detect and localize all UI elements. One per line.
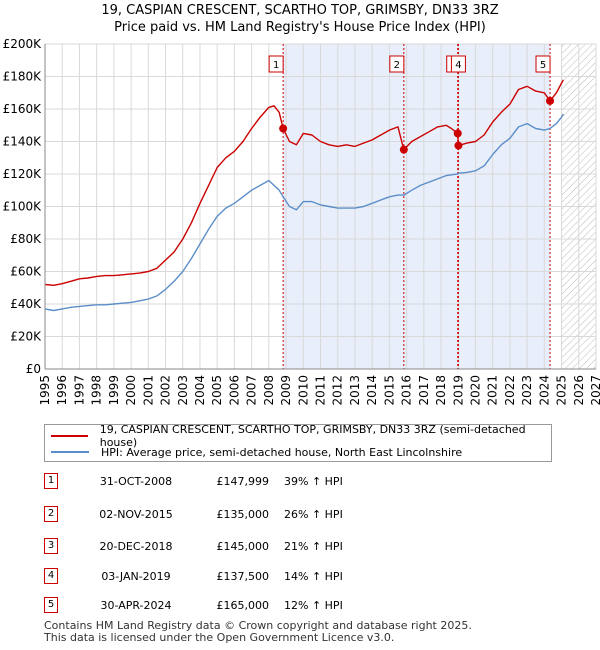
sale-label-number: 5 [540, 60, 546, 71]
x-tick-label: 2006 [227, 375, 241, 406]
x-tick-label: 2009 [279, 375, 293, 406]
x-tick-label: 2017 [417, 375, 431, 406]
sale-hpi-diff: 39% ↑ HPI [284, 475, 343, 488]
sale-date: 03-JAN-2019 [101, 570, 171, 583]
sale-label-box [389, 55, 405, 73]
x-tick-label: 2027 [589, 375, 600, 406]
y-tick-label: £120K [3, 167, 43, 181]
x-tick-label: 2002 [159, 375, 173, 406]
x-tick-label: 1995 [38, 375, 52, 406]
y-tick-label: £100K [3, 200, 43, 214]
sale-hpi-diff: 26% ↑ HPI [284, 508, 343, 521]
sale-label-box [268, 55, 284, 73]
sale-point [279, 124, 288, 133]
chart-title: 19, CASPIAN CRESCENT, SCARTHO TOP, GRIMS… [101, 3, 499, 18]
table-row: 2 02-NOV-2015 £135,000 26% ↑ HPI [44, 506, 564, 524]
x-tick-label: 2024 [537, 375, 551, 406]
y-tick-label: £140K [3, 135, 43, 149]
sale-label-box [450, 55, 466, 73]
sale-label-number: 1 [273, 60, 279, 71]
x-tick-label: 2014 [365, 375, 379, 406]
sale-date: 20-DEC-2018 [99, 540, 173, 553]
price-chart: 12345£0£20K£40K£60K£80K£100K£120K£140K£1… [3, 37, 600, 406]
y-tick-label: £60K [10, 265, 42, 279]
y-tick-label: £40K [10, 297, 42, 311]
x-tick-label: 2025 [555, 375, 569, 406]
series-line-hpi [44, 113, 564, 312]
x-tick-label: 2019 [451, 375, 465, 406]
sale-number-badge: 5 [44, 597, 58, 613]
sale-label-number: 2 [394, 60, 400, 71]
x-tick-label: 2000 [124, 375, 138, 406]
x-tick-label: 2021 [486, 375, 500, 406]
series-line-property [44, 79, 564, 286]
sale-date: 30-APR-2024 [100, 599, 172, 612]
footer-copyright: Contains HM Land Registry data © Crown c… [44, 619, 472, 632]
legend-item-property: 19, CASPIAN CRESCENT, SCARTHO TOP, GRIMS… [51, 423, 551, 449]
x-tick-label: 1998 [90, 375, 104, 406]
sale-price: £137,500 [216, 570, 270, 583]
footer: Contains HM Land Registry data © Crown c… [44, 620, 472, 644]
legend-item-hpi: HPI: Average price, semi-detached house,… [51, 444, 462, 460]
sale-point [453, 129, 462, 138]
sale-price: £145,000 [216, 540, 270, 553]
x-tick-label: 2015 [382, 375, 396, 406]
x-tick-label: 1996 [55, 375, 69, 406]
x-tick-label: 2026 [572, 375, 586, 406]
table-row: 5 30-APR-2024 £165,000 12% ↑ HPI [44, 597, 564, 615]
sale-number-badge: 1 [44, 473, 58, 489]
table-row: 1 31-OCT-2008 £147,999 39% ↑ HPI [44, 473, 564, 491]
sale-price: £165,000 [216, 599, 270, 612]
table-row: 4 03-JAN-2019 £137,500 14% ↑ HPI [44, 568, 564, 586]
footer-licence: This data is licensed under the Open Gov… [44, 631, 395, 644]
x-tick-label: 2023 [520, 375, 534, 406]
x-tick-label: 2007 [245, 375, 259, 406]
sale-price: £135,000 [216, 508, 270, 521]
x-tick-label: 1999 [107, 375, 121, 406]
y-tick-label: £0 [26, 362, 41, 376]
sale-price: £147,999 [216, 475, 270, 488]
sale-date: 02-NOV-2015 [99, 508, 173, 521]
x-tick-label: 1997 [72, 375, 86, 406]
sale-point [454, 141, 463, 150]
y-tick-label: £80K [10, 232, 42, 246]
x-tick-label: 2005 [210, 375, 224, 406]
legend-label-hpi: HPI: Average price, semi-detached house,… [101, 445, 463, 459]
y-tick-label: £20K [10, 330, 42, 344]
table-row: 3 20-DEC-2018 £145,000 21% ↑ HPI [44, 538, 564, 556]
sale-hpi-diff: 14% ↑ HPI [284, 570, 343, 583]
x-tick-label: 2012 [331, 375, 345, 406]
x-tick-label: 2013 [348, 375, 362, 406]
x-tick-label: 2016 [400, 375, 414, 406]
legend-swatch-blue [51, 451, 89, 453]
x-tick-label: 2022 [503, 375, 517, 406]
y-tick-label: £200K [3, 37, 43, 51]
x-tick-label: 2001 [141, 375, 155, 406]
x-tick-label: 2018 [434, 375, 448, 406]
y-tick-label: £180K [3, 70, 43, 84]
chart-subtitle: Price paid vs. HM Land Registry's House … [114, 20, 486, 35]
legend-swatch-red [51, 435, 88, 437]
sale-hpi-diff: 12% ↑ HPI [284, 599, 343, 612]
x-tick-label: 2010 [296, 375, 310, 406]
legend-label-property: 19, CASPIAN CRESCENT, SCARTHO TOP, GRIMS… [99, 423, 526, 449]
x-tick-label: 2011 [314, 375, 328, 406]
sale-point [399, 145, 408, 154]
sale-point [546, 96, 555, 105]
sale-label-number: 4 [455, 60, 461, 71]
legend: 19, CASPIAN CRESCENT, SCARTHO TOP, GRIMS… [44, 423, 552, 462]
x-tick-label: 2003 [176, 375, 190, 406]
y-tick-label: £160K [3, 102, 43, 116]
sale-number-badge: 3 [44, 538, 58, 554]
x-tick-label: 2004 [193, 375, 207, 406]
x-tick-label: 2008 [262, 375, 276, 406]
sale-hpi-diff: 21% ↑ HPI [284, 540, 343, 553]
x-tick-label: 2020 [468, 375, 482, 406]
sale-number-badge: 4 [44, 568, 58, 584]
sale-number-badge: 2 [44, 506, 58, 522]
sale-label-box [535, 55, 551, 73]
sale-date: 31-OCT-2008 [99, 475, 173, 488]
